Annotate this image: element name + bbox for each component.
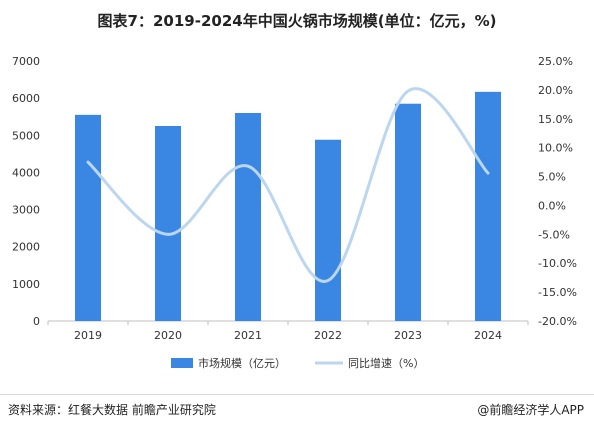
legend-bar-swatch: [171, 358, 193, 368]
y-right-tick-label: -20.0%: [538, 315, 577, 328]
x-tick-label: 2022: [314, 329, 342, 342]
x-tick-label: 2019: [74, 329, 102, 342]
source-note: 资料来源：红餐大数据 前瞻产业研究院: [8, 403, 216, 417]
y-left-tick-label: 2000: [12, 241, 40, 254]
y-right-tick-label: 15.0%: [538, 113, 573, 126]
chart-title: 图表7：2019-2024年中国火锅市场规模(单位：亿元，%): [97, 12, 497, 30]
y-right-tick-label: 0.0%: [538, 199, 566, 212]
bar: [475, 91, 501, 321]
bar: [315, 139, 341, 321]
y-left-tick-label: 0: [33, 315, 40, 328]
bar: [155, 126, 181, 321]
footer: 资料来源：红餐大数据 前瞻产业研究院 @前瞻经济学人APP: [0, 394, 594, 426]
y-right-tick-label: 25.0%: [538, 55, 573, 68]
growth-rate-line: [86, 87, 490, 283]
bar: [395, 103, 421, 321]
y-left-tick-label: 1000: [12, 278, 40, 291]
y-left-tick-label: 5000: [12, 129, 40, 142]
bar: [235, 113, 261, 321]
y-right-tick-label: 10.0%: [538, 142, 573, 155]
x-tick-label: 2020: [154, 329, 182, 342]
y-left-tick-label: 3000: [12, 204, 40, 217]
legend-bar-label: 市场规模（亿元）: [198, 356, 286, 370]
x-tick-label: 2021: [234, 329, 262, 342]
y-left-tick-label: 6000: [12, 92, 40, 105]
y-right-tick-label: -10.0%: [538, 257, 577, 270]
y-left-tick-label: 4000: [12, 166, 40, 179]
brand-label: @前瞻经济学人APP: [477, 403, 584, 417]
bar: [75, 114, 101, 321]
legend-line-label: 同比增速（%）: [348, 356, 424, 370]
y-right-tick-label: 20.0%: [538, 84, 573, 97]
y-right-tick-label: -15.0%: [538, 286, 577, 299]
y-right-tick-label: 5.0%: [538, 171, 566, 184]
y-left-tick-label: 7000: [12, 55, 40, 68]
chart-canvas: 0 1000 2000 3000 4000 5000 6000 7000 -20.0% -15.0…: [12, 55, 577, 370]
x-tick-label: 2023: [394, 329, 422, 342]
y-right-tick-label: -5.0%: [538, 228, 570, 241]
x-tick-label: 2024: [474, 329, 502, 342]
